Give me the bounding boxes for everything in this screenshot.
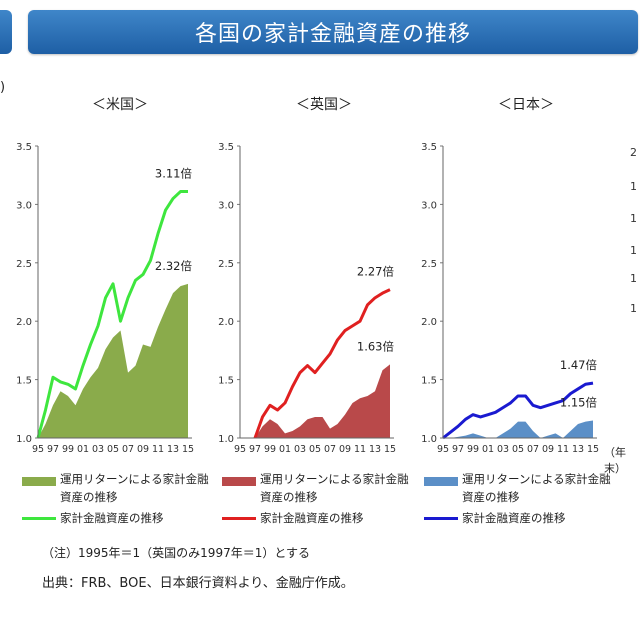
legend-label-uk-line: 家計金融資産の推移 bbox=[260, 511, 364, 525]
legend-label-jp-line: 家計金融資産の推移 bbox=[462, 511, 566, 525]
legend-label-us-line: 家計金融資産の推移 bbox=[60, 511, 164, 525]
x-tick-label: 07 bbox=[324, 444, 336, 455]
x-tick-label: 05 bbox=[512, 444, 524, 455]
y-tick-label: 2.0 bbox=[218, 317, 234, 328]
legend-line-uk bbox=[222, 517, 256, 520]
source-note: 出典：FRB、BOE、日本銀行資料より、金融庁作成。 bbox=[42, 576, 354, 591]
x-tick-label: 11 bbox=[557, 444, 569, 455]
line-series bbox=[36, 190, 188, 439]
y-tick-label: 2.5 bbox=[218, 259, 234, 270]
data-label: 1.47倍 bbox=[560, 358, 598, 372]
y-tick-label: 1.5 bbox=[421, 376, 437, 387]
footnote: （注）1995年＝1（英国のみ1997年＝1）とする bbox=[42, 546, 310, 560]
right-edge-mark: 1 bbox=[630, 212, 637, 225]
right-edge-mark: 1 bbox=[630, 244, 637, 257]
area-series bbox=[443, 420, 593, 438]
x-tick-label: 01 bbox=[279, 444, 291, 455]
y-tick-label: 2.0 bbox=[421, 317, 437, 328]
legend-swatch-jp-area bbox=[424, 477, 458, 486]
x-tick-label: 07 bbox=[122, 444, 134, 455]
y-tick-label: 2.0 bbox=[16, 317, 32, 328]
x-tick-label: 95 bbox=[437, 444, 449, 455]
year-unit-label: （年末） bbox=[604, 446, 626, 475]
x-tick-label: 11 bbox=[354, 444, 366, 455]
y-tick-label: 1.0 bbox=[421, 434, 437, 445]
data-label: 1.15倍 bbox=[560, 395, 598, 409]
y-tick-label: 1.5 bbox=[218, 376, 234, 387]
legend-line-jp bbox=[424, 517, 458, 520]
y-tick-label: 1.5 bbox=[16, 376, 32, 387]
y-tick-label: 3.0 bbox=[16, 200, 32, 211]
data-label: 1.63倍 bbox=[357, 339, 395, 353]
area-series bbox=[255, 364, 390, 438]
x-tick-label: 13 bbox=[167, 444, 179, 455]
x-tick-label: 97 bbox=[452, 444, 464, 455]
legend-swatch-us-area bbox=[22, 477, 56, 486]
right-edge-mark: 2 bbox=[630, 146, 637, 159]
x-tick-label: 05 bbox=[107, 444, 119, 455]
unit-paren: ) bbox=[0, 80, 6, 95]
x-tick-label: 07 bbox=[527, 444, 539, 455]
x-tick-label: 97 bbox=[249, 444, 261, 455]
x-tick-label: 95 bbox=[32, 444, 44, 455]
line-series bbox=[442, 381, 594, 440]
x-tick-label: 99 bbox=[264, 444, 276, 455]
x-tick-label: 11 bbox=[152, 444, 164, 455]
x-tick-label: 09 bbox=[137, 444, 149, 455]
y-tick-label: 2.5 bbox=[16, 259, 32, 270]
legend-swatch-uk-area bbox=[222, 477, 256, 486]
x-tick-label: 03 bbox=[294, 444, 306, 455]
x-tick-label: 97 bbox=[47, 444, 59, 455]
x-tick-label: 15 bbox=[587, 444, 599, 455]
x-tick-label: 09 bbox=[542, 444, 554, 455]
y-tick-label: 1.0 bbox=[16, 434, 32, 445]
charts-svg: 1.01.52.02.53.03.595 97 99 01 03 05 07 09 11 13 15… bbox=[16, 142, 599, 455]
x-tick-label: 15 bbox=[384, 444, 396, 455]
y-tick-label: 3.0 bbox=[421, 200, 437, 211]
panel-title-us: ＜米国＞ bbox=[92, 97, 148, 113]
panel-title-jp: ＜日本＞ bbox=[498, 97, 554, 113]
x-tick-label: 99 bbox=[467, 444, 479, 455]
x-tick-label: 03 bbox=[92, 444, 104, 455]
title-bar-stub bbox=[0, 10, 12, 54]
line-series bbox=[253, 288, 391, 439]
x-tick-label: 03 bbox=[497, 444, 509, 455]
x-tick-label: 01 bbox=[77, 444, 89, 455]
right-edge-mark: 1 bbox=[630, 302, 637, 315]
x-tick-label: 99 bbox=[62, 444, 74, 455]
x-tick-label: 95 bbox=[234, 444, 246, 455]
x-tick-label: 13 bbox=[369, 444, 381, 455]
legend-label-us-area: 運用リターンによる家計金融資産の推移 bbox=[60, 472, 209, 504]
y-tick-label: 3.0 bbox=[218, 200, 234, 211]
x-tick-label: 15 bbox=[182, 444, 194, 455]
data-label: 2.32倍 bbox=[155, 259, 193, 273]
panel-title-uk: ＜英国＞ bbox=[296, 97, 352, 113]
page-title: 各国の家計金融資産の推移 bbox=[28, 10, 638, 54]
right-edge-mark: 1 bbox=[630, 272, 637, 285]
right-edge-mark: 1 bbox=[630, 180, 637, 193]
y-tick-label: 3.5 bbox=[218, 142, 234, 153]
data-label: 2.27倍 bbox=[357, 265, 395, 279]
y-tick-label: 2.5 bbox=[421, 259, 437, 270]
y-tick-label: 3.5 bbox=[16, 142, 32, 153]
data-label: 3.11倍 bbox=[155, 167, 193, 181]
legend-label-jp-area: 運用リターンによる家計金融資産の推移 bbox=[462, 472, 611, 504]
y-tick-label: 1.0 bbox=[218, 434, 234, 445]
x-tick-label: 01 bbox=[482, 444, 494, 455]
area-series bbox=[38, 283, 188, 438]
legend-line-us bbox=[22, 517, 56, 520]
y-tick-label: 3.5 bbox=[421, 142, 437, 153]
x-tick-label: 09 bbox=[339, 444, 351, 455]
x-tick-label: 13 bbox=[572, 444, 584, 455]
x-tick-label: 05 bbox=[309, 444, 321, 455]
legend-label-uk-area: 運用リターンによる家計金融資産の推移 bbox=[260, 472, 409, 504]
